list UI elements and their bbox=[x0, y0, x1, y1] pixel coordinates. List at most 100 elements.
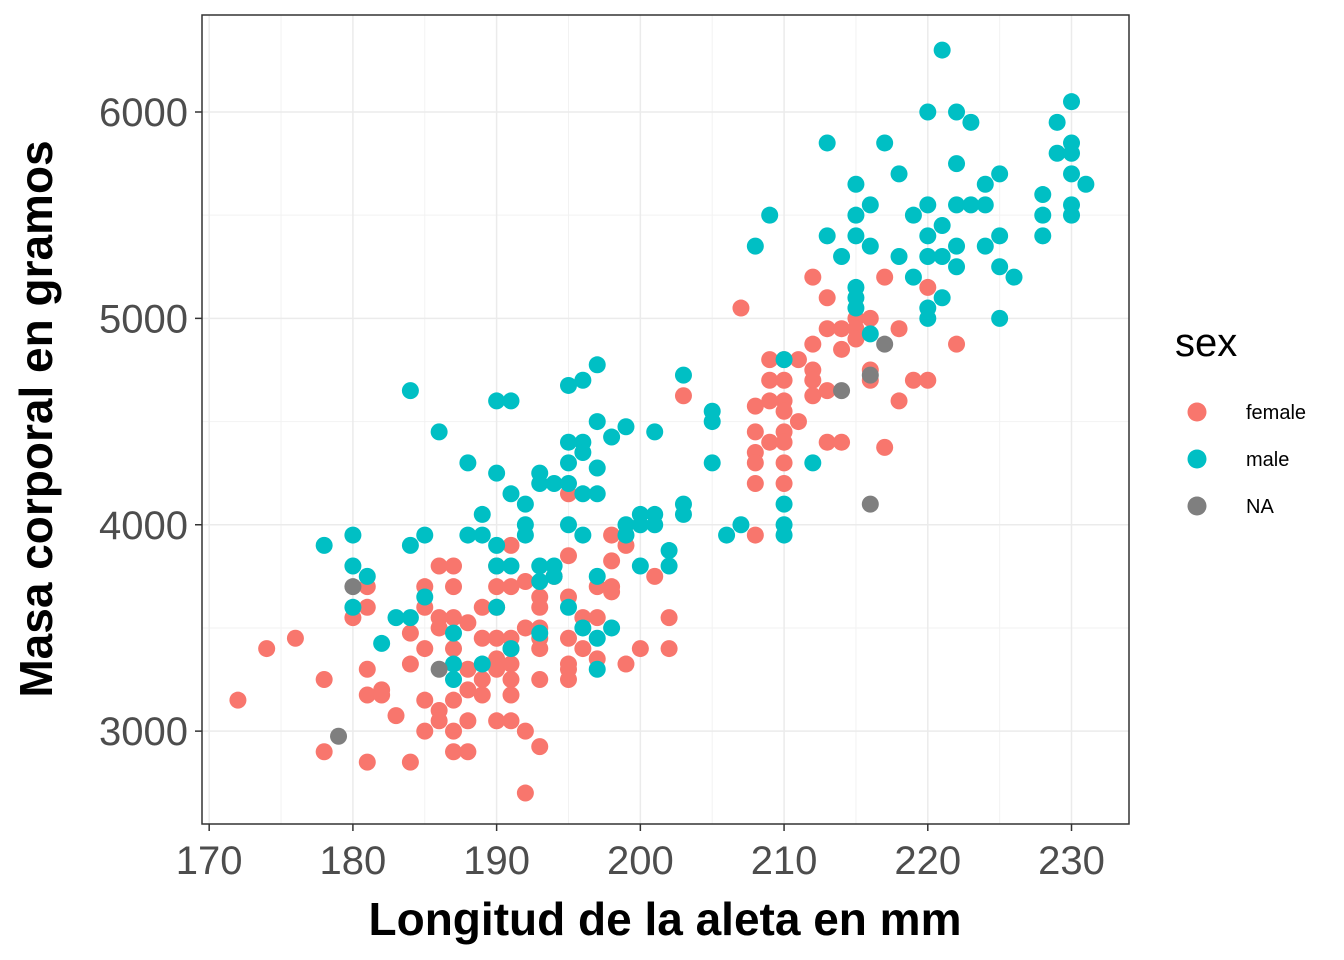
point-male bbox=[1063, 206, 1081, 224]
x-tick-label: 180 bbox=[320, 839, 387, 883]
point-female bbox=[789, 413, 807, 431]
point-male bbox=[401, 382, 419, 400]
x-tick-label: 220 bbox=[894, 839, 961, 883]
point-male bbox=[516, 526, 534, 544]
point-male bbox=[445, 624, 463, 642]
point-female bbox=[919, 278, 937, 296]
point-female bbox=[531, 671, 549, 689]
point-male bbox=[861, 237, 879, 255]
point-female bbox=[574, 640, 592, 658]
point-male bbox=[732, 516, 750, 534]
point-male bbox=[962, 196, 980, 214]
point-male bbox=[315, 536, 333, 554]
data-points bbox=[229, 41, 1095, 802]
point-male bbox=[473, 526, 491, 544]
point-female bbox=[459, 743, 477, 761]
point-male bbox=[1048, 113, 1066, 131]
point-female bbox=[445, 691, 463, 709]
point-female bbox=[473, 598, 491, 616]
point-male bbox=[588, 629, 606, 647]
point-female bbox=[559, 629, 577, 647]
point-female bbox=[617, 655, 635, 673]
point-male bbox=[746, 237, 764, 255]
point-female bbox=[603, 552, 621, 570]
point-male bbox=[1077, 175, 1095, 193]
point-male bbox=[631, 557, 649, 575]
point-male bbox=[344, 598, 362, 616]
legend-label-na: NA bbox=[1246, 496, 1274, 518]
point-male bbox=[430, 423, 448, 441]
legend-title: sex bbox=[1175, 321, 1237, 365]
point-male bbox=[847, 175, 865, 193]
point-male bbox=[948, 258, 966, 276]
point-female bbox=[847, 330, 865, 348]
point-male bbox=[890, 247, 908, 265]
point-male bbox=[488, 598, 506, 616]
point-male bbox=[976, 196, 994, 214]
point-male bbox=[631, 516, 649, 534]
x-axis-ticks: 170 180 190 200 210 220 230 bbox=[176, 824, 1105, 883]
point-male bbox=[919, 196, 937, 214]
point-female bbox=[660, 640, 678, 658]
point-male bbox=[488, 557, 506, 575]
legend: sex female male NA bbox=[1175, 321, 1306, 518]
point-female bbox=[430, 712, 448, 730]
point-na bbox=[344, 578, 362, 596]
point-female bbox=[833, 320, 851, 338]
point-male bbox=[459, 526, 477, 544]
point-male bbox=[775, 351, 793, 369]
point-female bbox=[445, 557, 463, 575]
point-male bbox=[847, 299, 865, 317]
point-female bbox=[818, 433, 836, 451]
point-male bbox=[574, 619, 592, 637]
point-female bbox=[804, 387, 822, 405]
point-female bbox=[430, 557, 448, 575]
point-male bbox=[1063, 144, 1081, 162]
point-female bbox=[775, 402, 793, 420]
point-female bbox=[473, 629, 491, 647]
point-female bbox=[445, 743, 463, 761]
point-male bbox=[674, 366, 692, 384]
point-female bbox=[459, 712, 477, 730]
legend-key-na bbox=[1187, 496, 1207, 516]
legend-key-male bbox=[1187, 449, 1207, 469]
point-male bbox=[574, 444, 592, 462]
point-male bbox=[646, 423, 664, 441]
point-female bbox=[746, 397, 764, 415]
point-female bbox=[876, 268, 894, 286]
point-male bbox=[373, 634, 391, 652]
point-male bbox=[646, 516, 664, 534]
x-tick-label: 210 bbox=[751, 839, 818, 883]
point-female bbox=[833, 340, 851, 358]
point-male bbox=[559, 376, 577, 394]
point-female bbox=[358, 598, 376, 616]
point-female bbox=[789, 351, 807, 369]
point-female bbox=[401, 624, 419, 642]
x-tick-label: 190 bbox=[463, 839, 530, 883]
point-female bbox=[746, 526, 764, 544]
point-female bbox=[746, 474, 764, 492]
point-male bbox=[1048, 144, 1066, 162]
point-female bbox=[761, 351, 779, 369]
point-female bbox=[502, 671, 520, 689]
point-male bbox=[488, 464, 506, 482]
point-female bbox=[502, 712, 520, 730]
point-male bbox=[416, 588, 434, 606]
point-male bbox=[502, 485, 520, 503]
point-male bbox=[919, 227, 937, 245]
plot-panel-background bbox=[202, 15, 1129, 824]
point-male bbox=[473, 505, 491, 523]
point-female bbox=[516, 619, 534, 637]
point-female bbox=[516, 573, 534, 591]
point-female bbox=[258, 640, 276, 658]
point-male bbox=[919, 247, 937, 265]
point-male bbox=[459, 454, 477, 472]
point-male bbox=[976, 175, 994, 193]
point-female bbox=[890, 320, 908, 338]
point-female bbox=[502, 655, 520, 673]
point-female bbox=[818, 320, 836, 338]
point-male bbox=[703, 413, 721, 431]
point-male bbox=[933, 41, 951, 59]
point-male bbox=[818, 227, 836, 245]
point-male bbox=[890, 165, 908, 183]
